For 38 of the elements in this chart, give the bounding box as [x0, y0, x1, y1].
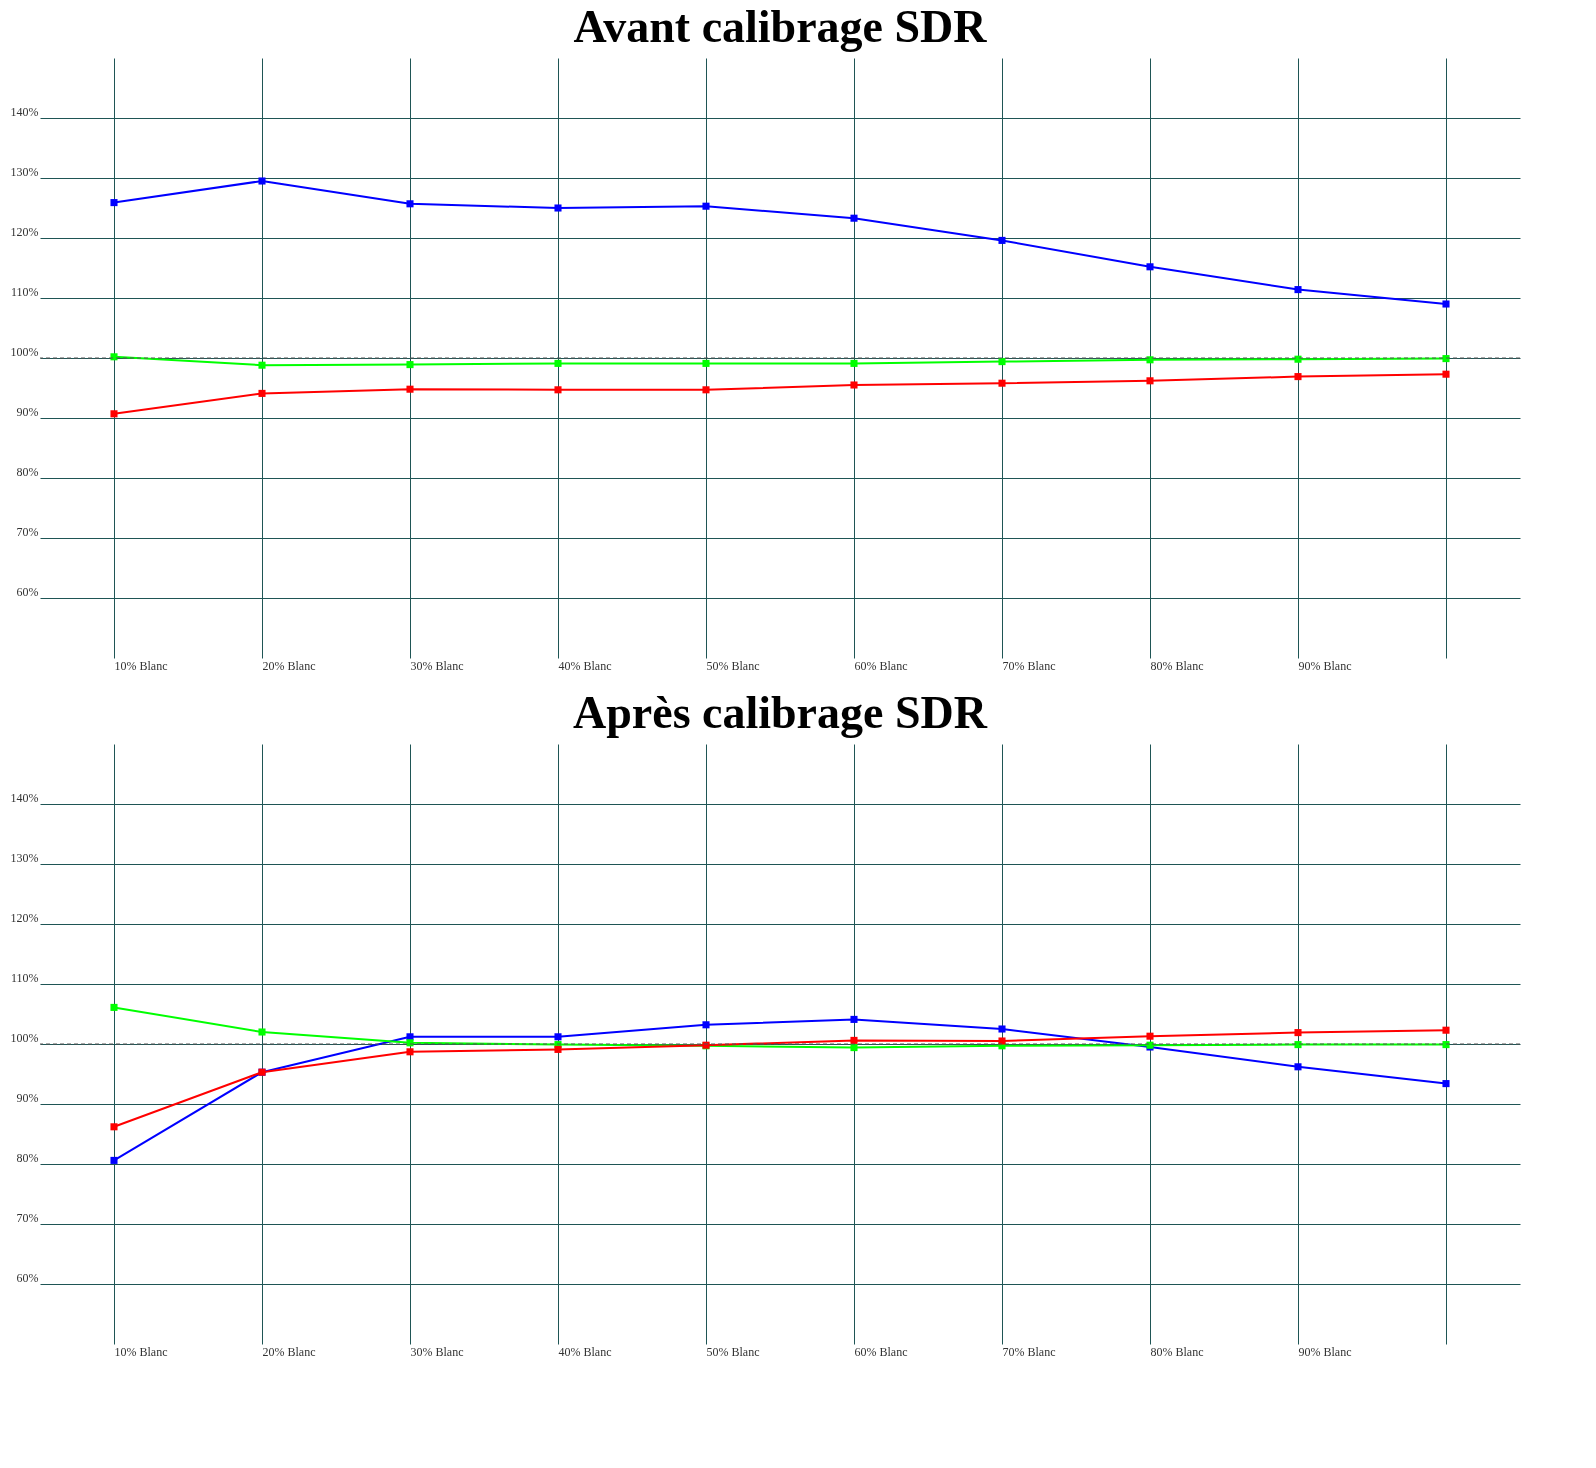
y-tick-label: 80% [16, 1150, 39, 1165]
x-tick-label: 40% Blanc [558, 658, 612, 673]
x-tick-label: 40% Blanc [558, 1344, 612, 1359]
x-tick-label: 50% Blanc [706, 1344, 760, 1359]
y-tick-label: 130% [10, 850, 39, 865]
x-tick-label: 60% Blanc [854, 658, 908, 673]
x-tick-label: 30% Blanc [410, 658, 464, 673]
y-tick-label: 80% [16, 464, 39, 479]
x-tick-label: 80% Blanc [1150, 658, 1204, 673]
x-tick-label: 90% Blanc [1298, 1344, 1352, 1359]
x-tick-label: 90% Blanc [1298, 658, 1352, 673]
x-tick-label: 20% Blanc [262, 658, 316, 673]
x-tick-label: 70% Blanc [1002, 658, 1056, 673]
x-tick-label: 20% Blanc [262, 1344, 316, 1359]
y-tick-label: 60% [16, 584, 39, 599]
y-tick-label: 90% [16, 1090, 39, 1105]
x-tick-label: 10% Blanc [114, 1344, 168, 1359]
y-tick-label: 110% [10, 970, 39, 985]
chart-title: Avant calibrage SDR [573, 1, 988, 52]
x-tick-label: 30% Blanc [410, 1344, 464, 1359]
y-tick-label: 70% [16, 1210, 39, 1225]
x-tick-label: 70% Blanc [1002, 1344, 1056, 1359]
x-tick-label: 50% Blanc [706, 658, 760, 673]
x-tick-label: 80% Blanc [1150, 1344, 1204, 1359]
y-tick-label: 120% [10, 910, 39, 925]
y-tick-label: 110% [10, 284, 39, 299]
y-tick-label: 100% [10, 344, 39, 359]
x-tick-label: 60% Blanc [854, 1344, 908, 1359]
x-tick-label: 10% Blanc [114, 658, 168, 673]
y-tick-label: 70% [16, 524, 39, 539]
y-tick-label: 100% [10, 1030, 39, 1045]
y-tick-label: 60% [16, 1270, 39, 1285]
y-tick-label: 120% [10, 224, 39, 239]
y-tick-label: 140% [10, 790, 39, 805]
chart-title: Après calibrage SDR [573, 687, 988, 738]
y-tick-label: 90% [16, 404, 39, 419]
y-tick-label: 130% [10, 164, 39, 179]
y-tick-label: 140% [10, 104, 39, 119]
